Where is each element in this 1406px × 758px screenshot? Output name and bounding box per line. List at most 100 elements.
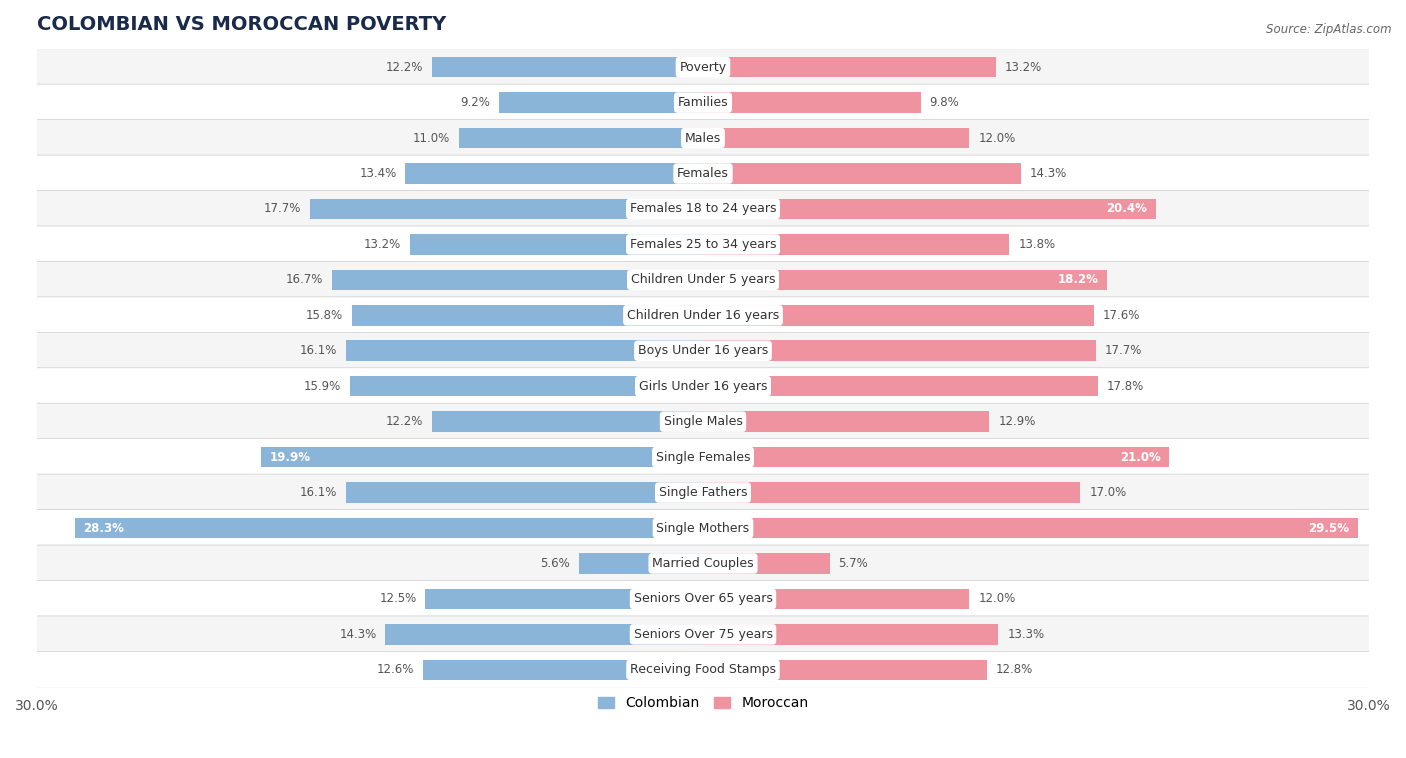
Bar — [75, 518, 703, 538]
Text: 12.2%: 12.2% — [385, 415, 423, 428]
Text: 17.0%: 17.0% — [1090, 486, 1126, 499]
Text: 17.7%: 17.7% — [1105, 344, 1142, 357]
FancyBboxPatch shape — [14, 262, 1392, 299]
Text: 19.9%: 19.9% — [270, 450, 311, 464]
Bar — [432, 57, 703, 77]
Text: 15.8%: 15.8% — [307, 309, 343, 322]
Bar — [579, 553, 703, 574]
Text: 12.8%: 12.8% — [995, 663, 1033, 676]
Bar — [346, 482, 703, 503]
Text: 16.1%: 16.1% — [299, 344, 336, 357]
Text: Source: ZipAtlas.com: Source: ZipAtlas.com — [1267, 23, 1392, 36]
Text: 12.0%: 12.0% — [979, 132, 1015, 145]
Text: 13.3%: 13.3% — [1007, 628, 1045, 641]
Text: 12.9%: 12.9% — [998, 415, 1036, 428]
Text: 9.8%: 9.8% — [929, 96, 959, 109]
Text: Poverty: Poverty — [679, 61, 727, 74]
FancyBboxPatch shape — [14, 84, 1392, 121]
Text: 11.0%: 11.0% — [412, 132, 450, 145]
FancyBboxPatch shape — [14, 616, 1392, 653]
Text: 12.6%: 12.6% — [377, 663, 415, 676]
Text: Single Females: Single Females — [655, 450, 751, 464]
FancyBboxPatch shape — [14, 581, 1392, 617]
Text: Females: Females — [678, 167, 728, 180]
Text: 18.2%: 18.2% — [1057, 274, 1098, 287]
Bar — [703, 659, 987, 680]
FancyBboxPatch shape — [14, 509, 1392, 547]
Bar — [703, 589, 970, 609]
Bar — [703, 234, 1010, 255]
Text: Children Under 16 years: Children Under 16 years — [627, 309, 779, 322]
Bar — [352, 305, 703, 326]
Bar — [703, 482, 1080, 503]
Text: 12.0%: 12.0% — [979, 593, 1015, 606]
Text: Females 25 to 34 years: Females 25 to 34 years — [630, 238, 776, 251]
Bar — [703, 376, 1098, 396]
Bar — [703, 305, 1094, 326]
Text: 14.3%: 14.3% — [1029, 167, 1067, 180]
Text: 17.7%: 17.7% — [264, 202, 301, 215]
Bar — [703, 518, 1358, 538]
Bar — [332, 270, 703, 290]
Text: Females 18 to 24 years: Females 18 to 24 years — [630, 202, 776, 215]
Text: 28.3%: 28.3% — [83, 522, 124, 534]
FancyBboxPatch shape — [14, 49, 1392, 86]
FancyBboxPatch shape — [14, 368, 1392, 405]
Text: 5.7%: 5.7% — [838, 557, 868, 570]
Text: Receiving Food Stamps: Receiving Food Stamps — [630, 663, 776, 676]
Text: Families: Families — [678, 96, 728, 109]
Text: 17.8%: 17.8% — [1107, 380, 1144, 393]
Text: 29.5%: 29.5% — [1308, 522, 1350, 534]
Bar — [703, 624, 998, 644]
Text: Single Males: Single Males — [664, 415, 742, 428]
Bar — [405, 163, 703, 183]
Text: 21.0%: 21.0% — [1119, 450, 1160, 464]
Bar — [703, 412, 990, 432]
Bar — [309, 199, 703, 219]
Text: 13.4%: 13.4% — [360, 167, 396, 180]
Bar — [385, 624, 703, 644]
Text: Married Couples: Married Couples — [652, 557, 754, 570]
Text: 15.9%: 15.9% — [304, 380, 342, 393]
Text: Single Mothers: Single Mothers — [657, 522, 749, 534]
Text: 17.6%: 17.6% — [1102, 309, 1140, 322]
Bar — [458, 128, 703, 149]
FancyBboxPatch shape — [14, 120, 1392, 156]
Text: Seniors Over 65 years: Seniors Over 65 years — [634, 593, 772, 606]
FancyBboxPatch shape — [14, 190, 1392, 227]
Bar — [703, 128, 970, 149]
Text: 5.6%: 5.6% — [540, 557, 569, 570]
Bar — [499, 92, 703, 113]
Bar — [703, 163, 1021, 183]
FancyBboxPatch shape — [14, 439, 1392, 475]
FancyBboxPatch shape — [14, 297, 1392, 334]
Bar — [703, 57, 995, 77]
Text: 13.2%: 13.2% — [1005, 61, 1042, 74]
Bar — [262, 446, 703, 468]
Bar — [346, 340, 703, 361]
FancyBboxPatch shape — [14, 545, 1392, 582]
FancyBboxPatch shape — [14, 155, 1392, 192]
Text: 13.2%: 13.2% — [364, 238, 401, 251]
Text: COLOMBIAN VS MOROCCAN POVERTY: COLOMBIAN VS MOROCCAN POVERTY — [37, 15, 446, 34]
Legend: Colombian, Moroccan: Colombian, Moroccan — [592, 691, 814, 716]
Bar — [703, 446, 1170, 468]
Text: 12.2%: 12.2% — [385, 61, 423, 74]
FancyBboxPatch shape — [14, 474, 1392, 511]
Bar — [432, 412, 703, 432]
Bar — [703, 92, 921, 113]
Text: Children Under 5 years: Children Under 5 years — [631, 274, 775, 287]
Text: 16.7%: 16.7% — [285, 274, 323, 287]
FancyBboxPatch shape — [14, 332, 1392, 369]
Text: Girls Under 16 years: Girls Under 16 years — [638, 380, 768, 393]
Bar — [703, 199, 1156, 219]
Text: Single Fathers: Single Fathers — [659, 486, 747, 499]
Text: Seniors Over 75 years: Seniors Over 75 years — [634, 628, 772, 641]
FancyBboxPatch shape — [14, 226, 1392, 263]
Text: 13.8%: 13.8% — [1018, 238, 1056, 251]
Bar — [411, 234, 703, 255]
Bar — [426, 589, 703, 609]
Bar — [703, 553, 830, 574]
Bar — [423, 659, 703, 680]
Bar — [703, 340, 1097, 361]
